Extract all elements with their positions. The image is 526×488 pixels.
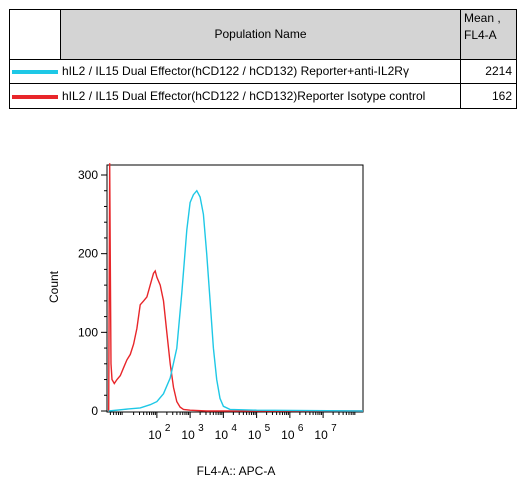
plot-frame: [106, 164, 364, 413]
population-name-header: Population Name: [60, 9, 461, 60]
mean-header: Mean , FL4-A: [460, 9, 517, 60]
isotype-control-curve: [108, 163, 363, 412]
y-tick-label: 0: [91, 404, 98, 418]
red-swatch: [12, 94, 58, 99]
legend-row-mean: 162: [460, 83, 517, 109]
legend-row-label: hIL2 / IL15 Dual Effector(hCD122 / hCD13…: [62, 64, 409, 79]
x-tick-label: 10: [314, 428, 328, 442]
mean-header-line2: FL4-A: [464, 28, 497, 42]
legend-row-label: hIL2 / IL15 Dual Effector(hCD122 / hCD13…: [62, 89, 426, 104]
x-tick-exponent: 5: [265, 423, 271, 434]
y-tick-label: 200: [78, 247, 98, 261]
population-legend-table: Population Name Mean , FL4-A hIL2 / IL15…: [9, 9, 517, 109]
y-tick-label: 100: [78, 325, 98, 339]
x-tick-exponent: 2: [165, 423, 171, 434]
x-tick-exponent: 4: [231, 423, 237, 434]
x-tick-label: 10: [281, 428, 295, 442]
y-tick-label: 300: [78, 168, 98, 182]
anti-il2rg-curve: [108, 189, 364, 412]
x-tick-label: 10: [215, 428, 229, 442]
legend-row-anti-il2rg: hIL2 / IL15 Dual Effector(hCD122 / hCD13…: [9, 58, 461, 85]
legend-row-isotype-control: hIL2 / IL15 Dual Effector(hCD122 / hCD13…: [9, 83, 461, 109]
legend-corner-cell: [9, 9, 61, 60]
x-tick-label: 10: [181, 428, 195, 442]
x-tick-exponent: 7: [331, 423, 337, 434]
x-tick-exponent: 3: [198, 423, 204, 434]
x-tick-label: 10: [148, 428, 162, 442]
chart-series: [108, 163, 364, 412]
x-tick-label: 10: [248, 428, 262, 442]
y-axis-label: Count: [47, 270, 61, 303]
x-tick-exponent: 6: [298, 423, 304, 434]
legend-row-mean: 2214: [460, 58, 517, 85]
cyan-swatch: [12, 70, 58, 75]
x-axis-label: FL4-A:: APC-A: [197, 464, 276, 478]
mean-header-line1: Mean ,: [464, 11, 501, 25]
